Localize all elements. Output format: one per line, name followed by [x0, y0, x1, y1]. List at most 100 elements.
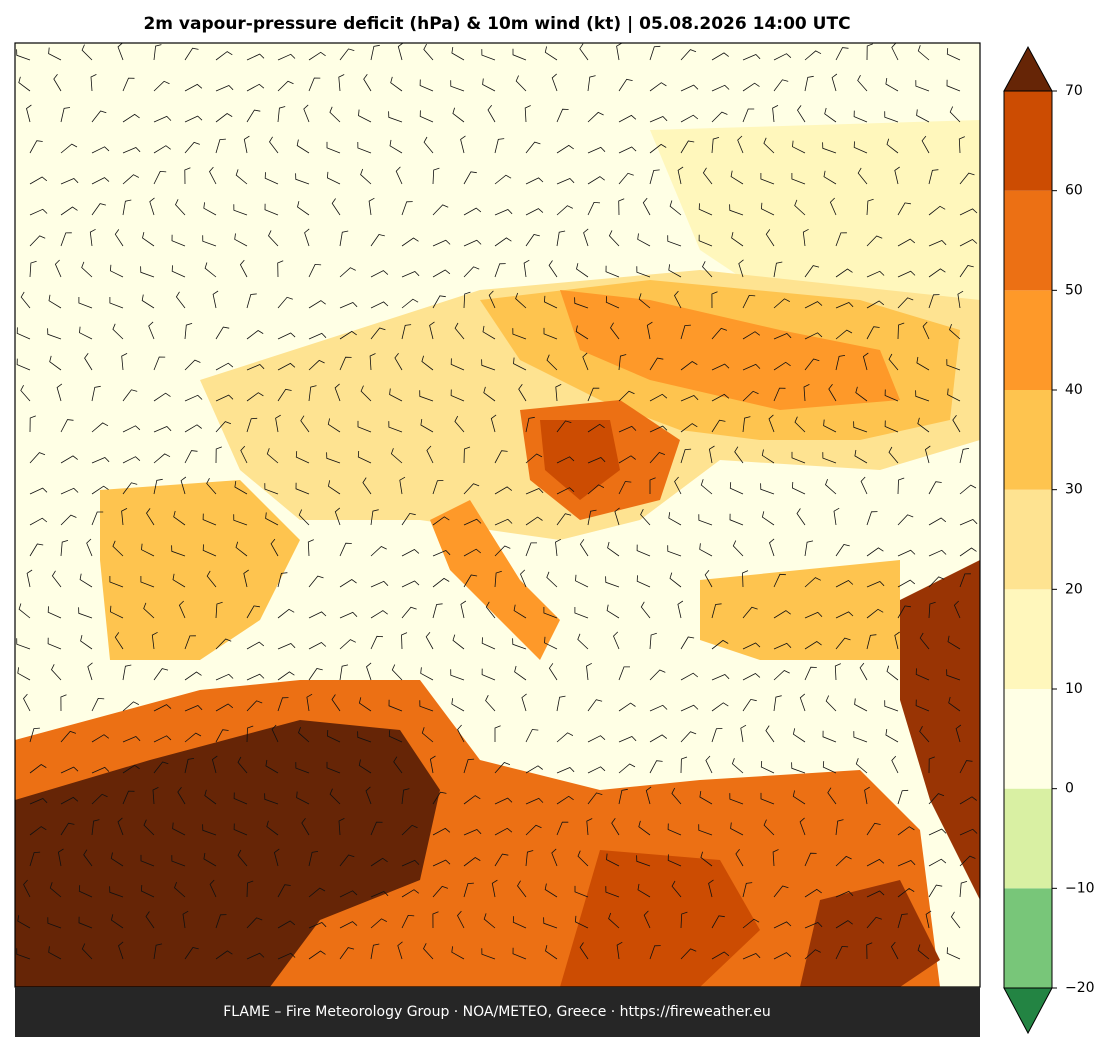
- wind-barb: [491, 879, 498, 898]
- wind-barb: [884, 420, 899, 433]
- wind-barb: [915, 699, 930, 712]
- wind-barb: [370, 44, 380, 61]
- wind-barb: [888, 446, 899, 464]
- wind-barb: [835, 232, 847, 247]
- wind-barb: [29, 415, 36, 433]
- wind-barb: [649, 704, 668, 712]
- wind-barb: [853, 141, 868, 154]
- wind-barb: [674, 476, 682, 495]
- wind-barb: [171, 265, 186, 278]
- wind-barb: [239, 259, 248, 278]
- wind-barb: [897, 549, 916, 557]
- wind-barb: [698, 514, 713, 526]
- colorbar-tick-label: 70: [1065, 83, 1083, 99]
- wind-barb: [525, 453, 543, 464]
- wind-barb: [866, 822, 881, 836]
- wind-barb: [60, 143, 78, 154]
- wind-barb: [618, 702, 636, 712]
- wind-barb: [524, 105, 531, 123]
- wind-barb: [494, 174, 512, 185]
- wind-barb: [742, 331, 761, 340]
- wind-barb: [460, 135, 466, 154]
- wind-barb: [667, 545, 682, 557]
- wind-barb: [148, 321, 155, 340]
- wind-barb: [555, 538, 561, 557]
- wind-barb: [742, 606, 758, 619]
- wind-barb: [277, 260, 284, 278]
- wind-barb: [421, 727, 434, 743]
- wind-barb: [711, 674, 730, 681]
- wind-barb: [742, 882, 753, 898]
- wind-barb: [463, 291, 471, 309]
- wind-barb: [450, 80, 465, 92]
- wind-barb: [546, 571, 558, 588]
- wind-barb: [525, 177, 544, 185]
- wind-barb: [551, 848, 558, 867]
- wind-barb: [668, 512, 682, 526]
- wind-barb: [233, 823, 248, 836]
- wind-barb: [760, 483, 775, 495]
- wind-barb: [391, 664, 403, 681]
- wind-barb: [112, 540, 124, 557]
- wind-barb: [180, 476, 187, 495]
- wind-barb: [432, 603, 443, 619]
- wind-barb: [423, 136, 434, 154]
- wind-barb: [919, 632, 930, 650]
- wind-barb: [763, 819, 775, 836]
- wind-barb: [339, 330, 357, 340]
- wind-barb: [711, 363, 730, 371]
- wind-barb: [512, 328, 527, 340]
- wind-barb: [173, 510, 186, 526]
- wind-barb: [577, 633, 589, 650]
- wind-barb: [732, 540, 744, 557]
- wind-barb: [543, 295, 558, 309]
- wind-barb: [803, 384, 810, 402]
- wind-barb: [928, 481, 942, 495]
- wind-barb: [153, 478, 163, 495]
- wind-barb: [729, 793, 744, 805]
- wind-barb: [184, 732, 202, 743]
- wind-barb: [825, 478, 837, 495]
- wind-barb: [959, 855, 976, 867]
- wind-barb: [835, 47, 849, 61]
- wind-barb: [711, 84, 730, 92]
- wind-barb: [518, 384, 527, 402]
- wind-barb: [548, 260, 558, 278]
- wind-barb: [804, 641, 822, 650]
- wind-barb: [463, 518, 482, 526]
- wind-barb: [523, 259, 530, 278]
- wind-barb: [671, 787, 682, 805]
- wind-barb: [525, 208, 544, 216]
- wind-barb: [308, 611, 327, 619]
- wind-barb: [339, 921, 358, 929]
- wind-barb: [915, 80, 930, 92]
- wind-barb: [525, 234, 540, 247]
- wind-barb: [888, 353, 899, 371]
- wind-barb: [91, 793, 108, 805]
- wind-barb: [266, 820, 279, 836]
- wind-barb: [308, 77, 321, 92]
- wind-barb: [389, 139, 403, 154]
- wind-barb: [546, 354, 558, 371]
- wind-barb: [866, 942, 873, 960]
- wind-barb: [613, 631, 620, 650]
- wind-barb: [928, 205, 946, 216]
- wind-barb: [556, 695, 566, 712]
- wind-barb: [829, 197, 837, 216]
- egypt: [800, 880, 940, 987]
- wind-barb: [866, 581, 885, 588]
- wind-barb: [277, 884, 291, 898]
- wind-barb: [922, 321, 930, 340]
- wind-barb: [514, 665, 527, 681]
- wind-barb: [618, 455, 636, 464]
- wind-barb: [175, 291, 186, 309]
- wind-barb: [730, 822, 744, 836]
- wind-barb: [184, 635, 196, 650]
- wind-barb: [265, 759, 279, 774]
- wind-barb: [680, 324, 691, 340]
- wind-barb: [556, 420, 572, 433]
- wind-barb: [16, 948, 31, 960]
- wind-barb: [636, 266, 651, 278]
- wind-barb: [804, 265, 820, 278]
- wind-barb: [556, 230, 566, 247]
